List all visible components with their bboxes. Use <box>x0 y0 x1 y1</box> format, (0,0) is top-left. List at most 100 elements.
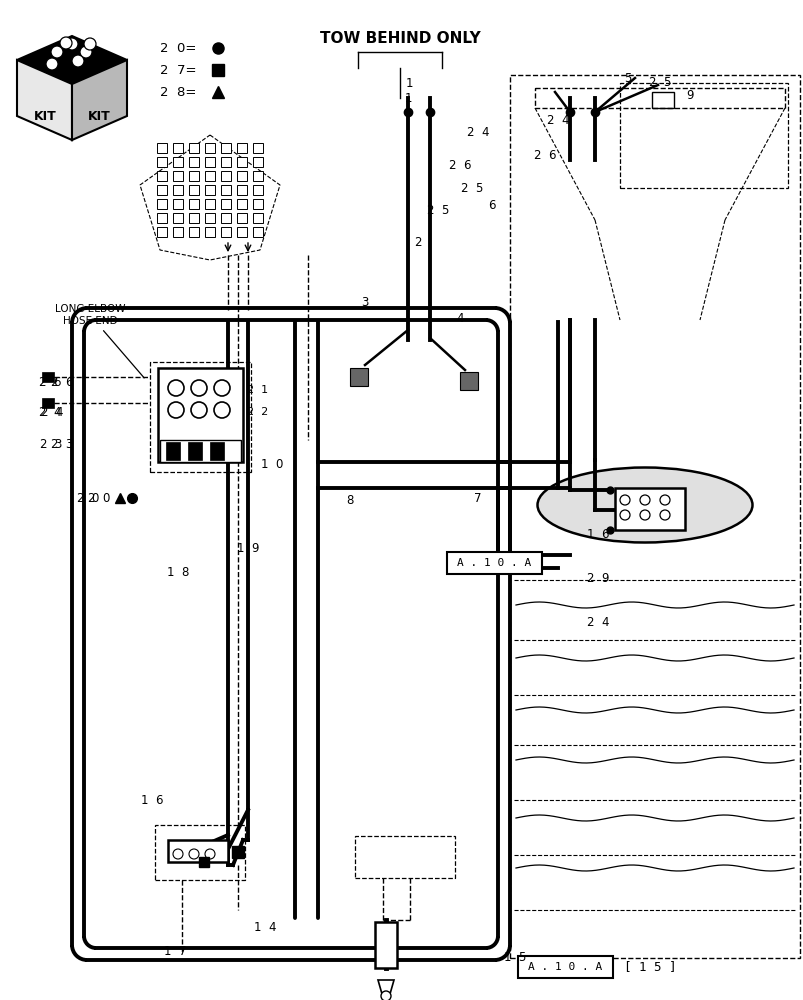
Text: 2  6: 2 6 <box>39 375 62 388</box>
Bar <box>189 171 199 181</box>
Text: 4: 4 <box>455 312 463 324</box>
Text: 1  6: 1 6 <box>586 528 609 542</box>
Circle shape <box>659 510 669 520</box>
Text: 1  9: 1 9 <box>236 542 259 554</box>
Bar <box>173 213 183 223</box>
Bar <box>210 442 224 460</box>
Bar <box>157 143 167 153</box>
Bar <box>42 372 54 382</box>
Bar <box>446 552 541 574</box>
Text: 2  8=: 2 8= <box>160 86 196 99</box>
Text: 2  4: 2 4 <box>467 126 489 139</box>
Bar <box>157 185 167 195</box>
Bar <box>253 171 263 181</box>
Circle shape <box>60 37 72 49</box>
Bar <box>237 185 247 195</box>
Text: 2  1: 2 1 <box>247 385 267 395</box>
Bar <box>459 372 478 390</box>
Bar <box>237 213 247 223</box>
Circle shape <box>72 55 84 67</box>
Circle shape <box>46 58 58 70</box>
Text: 7: 7 <box>474 491 481 504</box>
Bar <box>157 171 167 181</box>
Bar <box>205 171 214 181</box>
Circle shape <box>639 510 649 520</box>
Polygon shape <box>377 980 393 994</box>
Bar <box>349 368 368 386</box>
Text: 1  8: 1 8 <box>166 566 189 578</box>
Bar <box>237 199 247 209</box>
Bar <box>189 227 199 237</box>
Text: A . 1 0 . A: A . 1 0 . A <box>528 962 601 972</box>
Text: 2  5: 2 5 <box>426 204 449 217</box>
Bar <box>221 185 230 195</box>
Circle shape <box>205 849 214 859</box>
Circle shape <box>619 510 630 520</box>
Circle shape <box>189 849 199 859</box>
Circle shape <box>639 495 649 505</box>
Text: 2  4: 2 4 <box>41 406 63 418</box>
Circle shape <box>659 495 669 505</box>
Bar <box>158 368 243 462</box>
Text: A . 1 0 . A: A . 1 0 . A <box>456 558 531 568</box>
Circle shape <box>619 495 630 505</box>
Text: 1  0: 1 0 <box>260 458 283 472</box>
Bar <box>157 213 167 223</box>
Bar <box>374 922 397 968</box>
Text: 2  5: 2 5 <box>460 182 483 195</box>
Text: 6: 6 <box>487 199 495 212</box>
Bar <box>42 398 54 408</box>
Bar <box>509 75 799 958</box>
Bar <box>517 956 612 978</box>
Text: 2  9: 2 9 <box>586 572 609 584</box>
Text: 2  0=: 2 0= <box>160 42 196 55</box>
Bar <box>614 488 684 530</box>
Circle shape <box>214 402 230 418</box>
Bar <box>253 185 263 195</box>
Bar <box>221 213 230 223</box>
Bar <box>651 92 673 108</box>
Bar <box>160 440 241 462</box>
Text: 2: 2 <box>414 235 422 248</box>
Text: 2  6: 2 6 <box>448 159 471 172</box>
Circle shape <box>191 402 206 418</box>
Bar <box>237 171 247 181</box>
Text: 1: 1 <box>406 77 413 90</box>
Text: 2  3: 2 3 <box>39 438 62 452</box>
Bar <box>173 227 183 237</box>
Bar <box>253 213 263 223</box>
Bar <box>188 442 202 460</box>
Text: 1  7: 1 7 <box>164 945 186 958</box>
Bar <box>189 157 199 167</box>
Circle shape <box>80 46 92 58</box>
Circle shape <box>173 849 183 859</box>
Text: 1  5: 1 5 <box>503 951 525 964</box>
Polygon shape <box>17 36 127 84</box>
Bar <box>205 143 214 153</box>
Bar <box>205 199 214 209</box>
Bar <box>155 825 245 880</box>
Text: [ 1 5 ]: [ 1 5 ] <box>623 960 675 973</box>
Bar <box>253 143 263 153</box>
Bar <box>237 157 247 167</box>
Bar <box>205 185 214 195</box>
Bar <box>157 227 167 237</box>
Bar <box>173 199 183 209</box>
Bar <box>173 143 183 153</box>
Polygon shape <box>72 60 127 140</box>
Text: TOW BEHIND ONLY: TOW BEHIND ONLY <box>320 31 479 46</box>
Bar <box>189 143 199 153</box>
Circle shape <box>191 380 206 396</box>
Bar <box>355 836 454 878</box>
Bar <box>168 840 228 862</box>
Bar <box>237 227 247 237</box>
Bar <box>253 227 263 237</box>
Bar <box>205 157 214 167</box>
Text: KIT: KIT <box>88 110 110 123</box>
Bar <box>619 83 787 188</box>
Text: 2  0: 2 0 <box>77 491 99 504</box>
Text: 2  6: 2 6 <box>533 149 556 162</box>
Text: 3: 3 <box>361 296 369 308</box>
Text: KIT: KIT <box>34 110 56 123</box>
Text: 2  7=: 2 7= <box>160 64 196 77</box>
